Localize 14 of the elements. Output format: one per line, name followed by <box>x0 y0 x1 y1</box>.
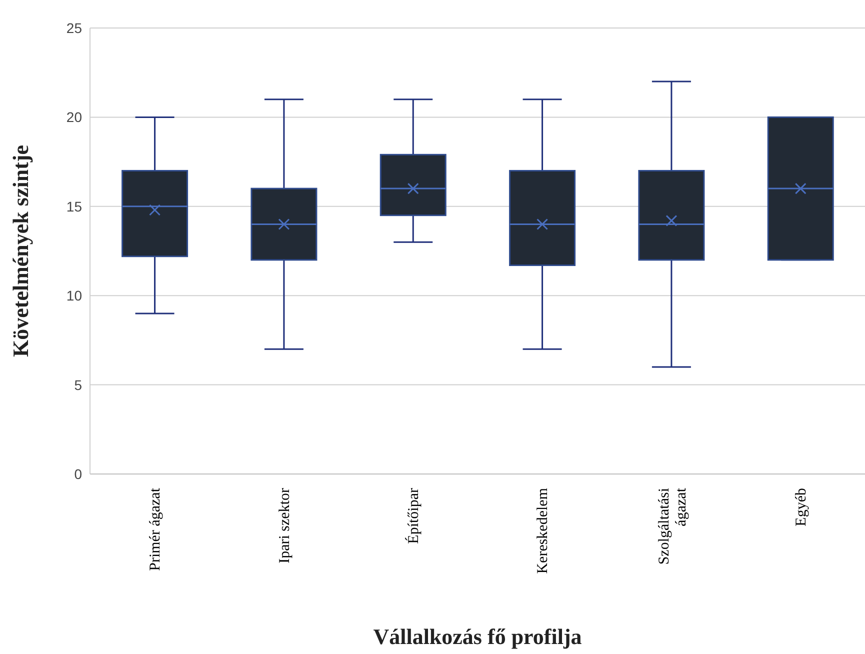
y-tick-label: 20 <box>66 109 82 126</box>
x-tick-label: Építőipar <box>404 488 422 544</box>
x-tick-label: Ipari szektor <box>276 488 293 564</box>
y-tick-label: 15 <box>66 198 82 214</box>
x-tick-label: Primér ágazat <box>148 487 164 571</box>
y-tick-label: 0 <box>74 466 82 482</box>
y-tick-label: 25 <box>66 20 82 36</box>
y-tick-label: 10 <box>66 288 82 304</box>
x-axis-title: Vállalkozás fő profilja <box>373 624 582 649</box>
x-tick-label: Szolgáltatási ágazat <box>656 487 690 565</box>
x-tick-label: Egyéb <box>793 488 810 526</box>
x-tick-label: Kereskedelem <box>535 488 552 574</box>
y-tick-label: 5 <box>74 376 82 393</box>
y-axis-title: Követelmények szintje <box>8 144 33 357</box>
